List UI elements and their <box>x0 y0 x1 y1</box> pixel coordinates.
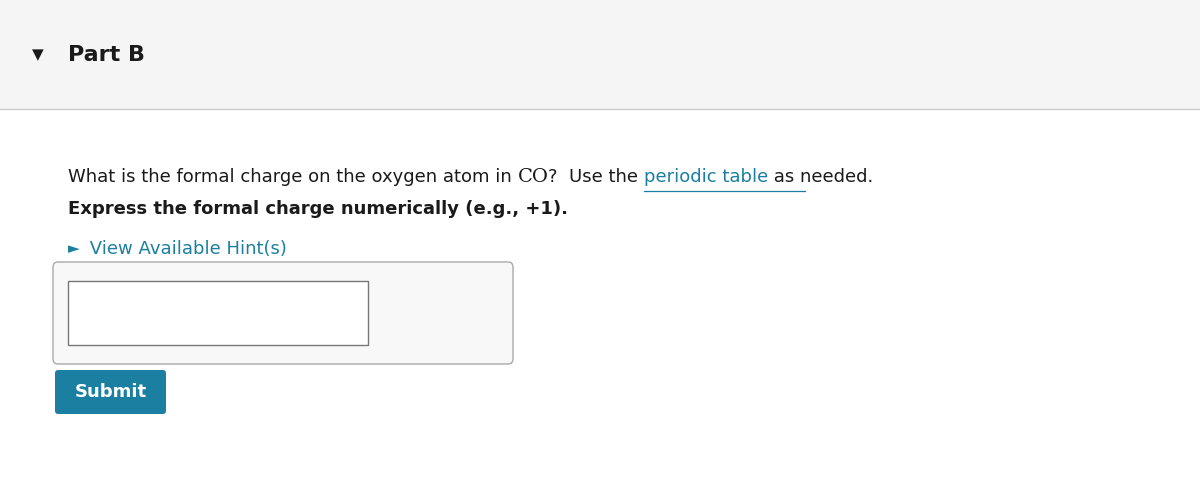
Text: CO: CO <box>517 168 548 186</box>
Text: Express the formal charge numerically (e.g., +1).: Express the formal charge numerically (e… <box>68 200 568 218</box>
Text: ►: ► <box>68 242 79 256</box>
FancyBboxPatch shape <box>0 0 1200 109</box>
FancyBboxPatch shape <box>68 281 368 345</box>
Text: periodic table: periodic table <box>644 168 768 186</box>
Text: ?  Use the: ? Use the <box>548 168 644 186</box>
Text: Part B: Part B <box>68 44 145 64</box>
Text: View Available Hint(s): View Available Hint(s) <box>84 240 287 258</box>
Text: Submit: Submit <box>74 383 146 401</box>
Text: ▼: ▼ <box>32 47 44 62</box>
Text: as needed.: as needed. <box>768 168 874 186</box>
FancyBboxPatch shape <box>53 262 514 364</box>
FancyBboxPatch shape <box>55 370 166 414</box>
Text: What is the formal charge on the oxygen atom in: What is the formal charge on the oxygen … <box>68 168 517 186</box>
